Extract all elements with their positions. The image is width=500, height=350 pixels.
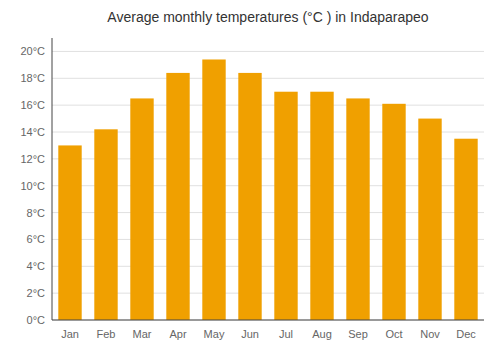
y-tick-label: 18°C xyxy=(20,72,45,84)
bar xyxy=(454,139,477,320)
bar xyxy=(202,59,225,320)
y-tick-label: 20°C xyxy=(20,45,45,57)
bar xyxy=(274,92,297,320)
x-tick-label: Aug xyxy=(312,328,332,340)
x-tick-label: May xyxy=(204,328,225,340)
bar xyxy=(382,104,405,320)
grid-line xyxy=(52,51,484,52)
grid xyxy=(52,51,484,320)
x-tick-label: Oct xyxy=(385,328,402,340)
x-tick-label: Dec xyxy=(456,328,476,340)
bar xyxy=(418,119,441,320)
x-tick-label: Jun xyxy=(241,328,259,340)
y-tick-label: 0°C xyxy=(27,314,46,326)
bars xyxy=(58,59,477,320)
x-tick-label: Mar xyxy=(133,328,152,340)
x-tick-label: Sep xyxy=(348,328,368,340)
y-tick-label: 2°C xyxy=(27,287,46,299)
grid-line xyxy=(52,78,484,79)
y-tick-label: 14°C xyxy=(20,126,45,138)
y-tick-label: 4°C xyxy=(27,260,46,272)
bar xyxy=(94,129,117,320)
bar xyxy=(238,73,261,320)
bar xyxy=(130,98,153,320)
bar xyxy=(310,92,333,320)
y-axis-line xyxy=(52,38,53,320)
bar xyxy=(346,98,369,320)
y-tick-label: 12°C xyxy=(20,153,45,165)
x-tick-label: Nov xyxy=(420,328,440,340)
x-tick-label: Jan xyxy=(61,328,79,340)
y-tick-label: 10°C xyxy=(20,180,45,192)
x-tick-label: Jul xyxy=(279,328,293,340)
grid-line xyxy=(52,105,484,106)
bar xyxy=(58,145,81,320)
title: Average monthly temperatures (°C ) in In… xyxy=(107,9,429,25)
chart: Average monthly temperatures (°C ) in In… xyxy=(0,0,500,350)
y-tick-label: 8°C xyxy=(27,207,46,219)
y-tick-label: 6°C xyxy=(27,233,46,245)
x-tick-label: Apr xyxy=(169,328,186,340)
grid-line xyxy=(52,320,484,321)
x-tick-label: Feb xyxy=(97,328,116,340)
chart-container: Average monthly temperatures (°C ) in In… xyxy=(0,0,500,350)
bar xyxy=(166,73,189,320)
x-axis-line xyxy=(52,320,484,321)
y-tick-label: 16°C xyxy=(20,99,45,111)
